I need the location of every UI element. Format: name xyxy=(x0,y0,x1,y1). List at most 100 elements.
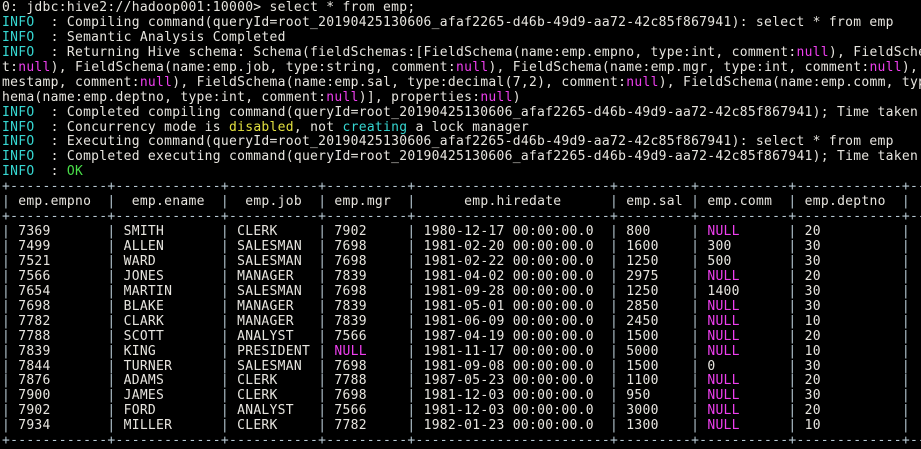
terminal-text-segment: NULL xyxy=(699,343,789,359)
terminal-text-segment: INFO xyxy=(2,134,51,150)
terminal-text-segment: 950 xyxy=(618,388,692,404)
prompt-line: 0: jdbc:hive2://hadoop001:10000> select … xyxy=(2,0,921,16)
terminal-text-segment: 1500 xyxy=(618,328,692,344)
terminal-text-segment: 7902 xyxy=(10,403,108,419)
terminal-text-segment: | xyxy=(107,239,116,254)
terminal-text-segment: 7654 xyxy=(10,283,108,299)
terminal-text-segment: | xyxy=(788,268,797,284)
terminal-text-segment: 7782 xyxy=(10,313,108,329)
terminal-text-segment: 7839 xyxy=(326,298,408,314)
terminal-text-segment: 10 xyxy=(796,313,902,329)
terminal-text-segment: NULL xyxy=(699,224,789,240)
terminal-text-segment: 1981-05-01 00:00:00.0 xyxy=(415,298,611,314)
terminal-text-segment: | xyxy=(107,298,116,314)
terminal-text-segment: | xyxy=(318,253,327,269)
terminal-text-segment: | xyxy=(107,268,116,284)
terminal-text-segment: | xyxy=(407,403,416,419)
terminal-text-segment: | xyxy=(318,239,327,254)
terminal-text-segment: 1981-09-08 00:00:00.0 xyxy=(415,358,611,374)
terminal-text-segment: 20 xyxy=(796,328,902,344)
terminal-text-segment: | xyxy=(788,388,797,404)
terminal-text-segment: SALESMAN xyxy=(229,253,319,269)
terminal-text-segment: | xyxy=(318,358,327,374)
terminal-text-segment: 7900 xyxy=(10,388,108,404)
terminal-text-segment: WARD xyxy=(115,253,221,269)
terminal-text-segment: 20 xyxy=(796,224,902,240)
terminal-text-segment: | xyxy=(318,343,327,359)
terminal-text-segment: INFO xyxy=(2,104,51,120)
terminal-text-segment: | xyxy=(610,268,619,284)
terminal-text-segment: | xyxy=(107,253,116,269)
terminal-text-segment: | xyxy=(407,358,416,374)
terminal-text-segment: 20 xyxy=(796,373,902,389)
terminal-text-segment: | xyxy=(901,268,911,284)
terminal-text-segment: 30 xyxy=(796,253,902,269)
log-line: INFO : OK xyxy=(2,164,921,180)
table-row: | 7844 | TURNER | SALESMAN | 7698 | 1981… xyxy=(2,358,921,375)
terminal-text-segment: MILLER xyxy=(115,418,221,434)
terminal-text-segment: : xyxy=(50,164,67,180)
terminal-text-segment: SMITH xyxy=(115,224,221,240)
terminal-text-segment: 7698 xyxy=(326,239,408,254)
terminal-text-segment: | xyxy=(2,283,11,299)
terminal-text-segment: +------------+-------------+-----------+… xyxy=(2,179,921,195)
terminal-text-segment: | xyxy=(107,343,116,359)
log-line: t:null), FieldSchema(name:emp.job, type:… xyxy=(2,59,921,76)
terminal-text-segment: | xyxy=(788,403,797,419)
terminal-text-segment: | xyxy=(318,194,327,210)
terminal-text-segment: | xyxy=(610,194,619,210)
terminal-text-segment: | xyxy=(407,253,416,269)
terminal-text-segment: )], properties: xyxy=(358,89,481,105)
terminal-text-segment: | xyxy=(788,343,797,359)
terminal-text-segment: | xyxy=(318,268,327,284)
terminal-text-segment: INFO xyxy=(2,164,51,180)
terminal-text-segment: | xyxy=(318,388,327,404)
terminal-text-segment: | xyxy=(220,328,229,344)
terminal-text-segment: | xyxy=(901,298,911,314)
terminal-text-segment: emp.job xyxy=(229,194,319,210)
terminal-text-segment: CLARK xyxy=(115,313,221,329)
terminal-text-segment: | xyxy=(610,298,619,314)
terminal-text-segment: emp.empno xyxy=(10,194,108,210)
terminal-text-segment: : Semantic Analysis Completed xyxy=(50,29,286,45)
terminal-text-segment: | xyxy=(2,388,11,404)
terminal-text-segment: 1981-06-09 00:00:00.0 xyxy=(415,313,611,329)
terminal-text-segment: | xyxy=(220,298,229,314)
terminal-text-segment: INFO xyxy=(2,14,51,30)
terminal-text-segment: 1987-05-23 00:00:00.0 xyxy=(415,373,611,389)
terminal-text-segment: | xyxy=(901,358,911,374)
terminal-text-segment: SALESMAN xyxy=(229,239,319,254)
terminal-text-segment: | xyxy=(901,194,911,210)
terminal-text-segment: | xyxy=(610,328,619,344)
terminal-text-segment: ALLEN xyxy=(115,239,221,254)
log-line: INFO : Compiling command(queryId=root_20… xyxy=(2,14,921,31)
terminal-text-segment: NULL xyxy=(699,388,789,404)
terminal-text-segment: | xyxy=(610,283,619,299)
terminal-text-segment: 7839 xyxy=(10,343,108,359)
terminal-text-segment: INFO xyxy=(2,29,51,45)
terminal-text-segment: | xyxy=(610,358,619,374)
terminal-text-segment: | xyxy=(610,239,619,254)
terminal-text-segment: | xyxy=(2,328,11,344)
terminal-text-segment: NULL xyxy=(699,268,789,284)
terminal-text-segment: | xyxy=(788,358,797,374)
table-border: +------------+-------------+-----------+… xyxy=(2,433,921,449)
terminal-text-segment: | xyxy=(2,418,11,434)
terminal-text-segment: | xyxy=(788,224,797,240)
terminal-text-segment: 7839 xyxy=(326,313,408,329)
terminal-text-segment: | xyxy=(691,328,700,344)
terminal-text-segment: 30 xyxy=(796,298,902,314)
terminal-text-segment: | xyxy=(2,224,11,240)
terminal-text-segment: | xyxy=(610,224,619,240)
terminal-text-segment: | xyxy=(220,343,229,359)
terminal-text-segment: 3000 xyxy=(618,403,692,419)
terminal-text-segment: | xyxy=(901,373,911,389)
terminal-text-segment: emp.ename xyxy=(115,194,221,210)
terminal-text-segment: | xyxy=(691,403,700,419)
terminal-text-segment: : Compiling command(queryId=root_2019042… xyxy=(50,14,894,30)
terminal-text-segment: | xyxy=(220,373,229,389)
terminal-text-segment: 1981-02-20 00:00:00.0 xyxy=(415,239,611,254)
terminal-text-segment: | xyxy=(407,343,416,359)
terminal-text-segment: ), FieldSchema(name:emp.job, type:string… xyxy=(50,59,456,75)
